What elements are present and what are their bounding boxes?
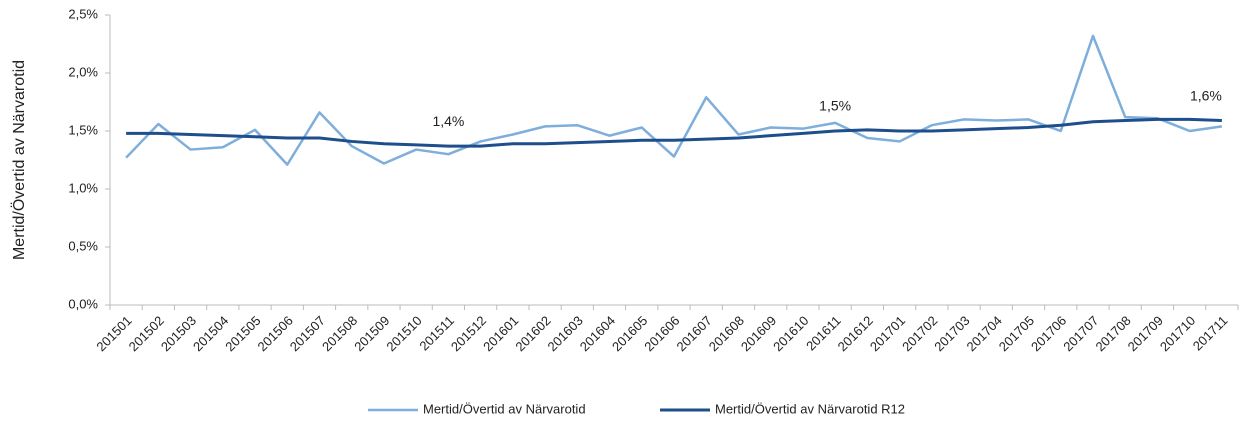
- x-tick-label: 201702: [899, 313, 940, 354]
- data-label: 1,5%: [819, 98, 851, 114]
- x-tick-label: 201605: [609, 313, 650, 354]
- x-tick-label: 201602: [512, 313, 553, 354]
- legend-label: Mertid/Övertid av Närvarotid R12: [715, 401, 905, 416]
- x-tick-label: 201709: [1125, 313, 1166, 354]
- x-tick-label: 201509: [351, 313, 392, 354]
- data-label: 1,6%: [1190, 87, 1222, 103]
- y-tick-label: 0,5%: [68, 238, 98, 253]
- y-tick-label: 1,0%: [68, 180, 98, 195]
- x-tick-label: 201510: [383, 313, 424, 354]
- x-tick-label: 201604: [577, 313, 618, 354]
- x-tick-label: 201705: [996, 313, 1037, 354]
- y-tick-label: 0,0%: [68, 296, 98, 311]
- x-tick-label: 201503: [158, 313, 199, 354]
- x-tick-label: 201610: [770, 313, 811, 354]
- x-tick-label: 201710: [1157, 313, 1198, 354]
- y-tick-label: 2,0%: [68, 64, 98, 79]
- legend-label: Mertid/Övertid av Närvarotid: [423, 401, 586, 416]
- x-tick-label: 201603: [545, 313, 586, 354]
- series-line: [126, 117, 1222, 148]
- x-tick-label: 201601: [480, 313, 521, 354]
- x-tick-label: 201506: [255, 313, 296, 354]
- x-tick-label: 201612: [835, 313, 876, 354]
- x-tick-label: 201505: [222, 313, 263, 354]
- x-tick-label: 201711: [1190, 313, 1231, 354]
- x-tick-label: 201703: [931, 313, 972, 354]
- x-tick-label: 201609: [738, 313, 779, 354]
- x-tick-label: 201607: [673, 313, 714, 354]
- x-tick-label: 201608: [706, 313, 747, 354]
- x-tick-label: 201606: [641, 313, 682, 354]
- x-tick-label: 201704: [964, 313, 1005, 354]
- x-tick-label: 201501: [93, 313, 134, 354]
- x-tick-label: 201508: [319, 313, 360, 354]
- x-tick-label: 201701: [867, 313, 908, 354]
- data-label: 1,4%: [432, 113, 464, 129]
- x-tick-label: 201706: [1028, 313, 1069, 354]
- y-tick-label: 2,5%: [68, 6, 98, 21]
- x-tick-label: 201512: [448, 313, 489, 354]
- x-tick-label: 201502: [126, 313, 167, 354]
- y-tick-label: 1,5%: [68, 122, 98, 137]
- x-tick-label: 201708: [1092, 313, 1133, 354]
- y-axis-label: Mertid/Övertid av Närvarotid: [10, 60, 28, 260]
- x-tick-label: 201504: [190, 313, 231, 354]
- x-tick-label: 201707: [1060, 313, 1101, 354]
- series-line: [125, 34, 1223, 166]
- x-tick-label: 201507: [287, 313, 328, 354]
